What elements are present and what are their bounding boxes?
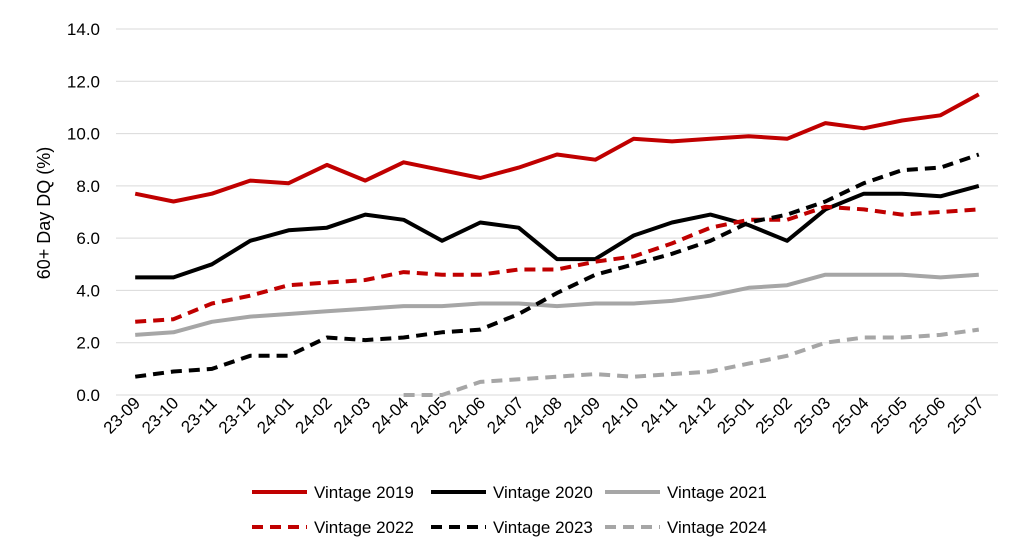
y-tick-label: 6.0 [76, 229, 100, 248]
legend-label: Vintage 2023 [493, 518, 593, 537]
x-tick-label: 24-06 [445, 393, 489, 437]
x-tick-label: 23-12 [215, 393, 259, 437]
x-tick-label: 24-04 [368, 393, 412, 437]
x-tick-label: 25-06 [905, 393, 949, 437]
y-tick-label: 10.0 [67, 125, 100, 144]
x-tick-label: 24-03 [330, 393, 374, 437]
series-line-vintage-2024 [403, 327, 980, 397]
x-tick-label: 24-09 [560, 393, 604, 437]
legend-label: Vintage 2021 [667, 483, 767, 502]
x-tick-label: 24-02 [292, 393, 336, 437]
x-tick-label: 25-01 [713, 393, 757, 437]
x-tick-label: 24-07 [483, 393, 527, 437]
y-tick-label: 14.0 [67, 20, 100, 39]
y-tick-label: 12.0 [67, 72, 100, 91]
x-tick-label: 23-09 [100, 393, 144, 437]
legend-label: Vintage 2024 [667, 518, 767, 537]
y-tick-label: 8.0 [76, 177, 100, 196]
x-tick-label: 25-02 [752, 393, 796, 437]
x-tick-label: 24-05 [407, 393, 451, 437]
x-tick-label: 25-03 [790, 393, 834, 437]
x-tick-label: 24-12 [675, 393, 719, 437]
x-tick-label: 23-10 [138, 393, 182, 437]
x-tick-label: 23-11 [177, 393, 220, 436]
y-axis-label: 60+ Day DQ (%) [34, 147, 54, 280]
x-tick-label: 24-08 [522, 393, 566, 437]
x-tick-label: 25-04 [828, 393, 872, 437]
y-axis-ticks: 0.0 2.0 4.0 6.0 8.0 10.0 12.0 14.0 [67, 20, 100, 405]
x-tick-label: 25-05 [867, 393, 911, 437]
x-axis-ticks: 23-0923-1023-1123-1224-0124-0224-0324-04… [100, 393, 988, 437]
y-tick-label: 4.0 [76, 281, 100, 300]
series-line-vintage-2020 [135, 183, 980, 280]
x-tick-label: 25-07 [943, 393, 987, 437]
gridlines [116, 28, 998, 396]
legend: Vintage 2019 Vintage 2020 Vintage 2021 Vint… [252, 483, 767, 537]
series-line-vintage-2019 [134, 92, 980, 204]
series-line-vintage-2021 [135, 272, 979, 337]
y-tick-label: 2.0 [76, 334, 100, 353]
y-tick-label: 0.0 [76, 386, 100, 405]
x-tick-label: 24-10 [598, 393, 642, 437]
legend-label: Vintage 2020 [493, 483, 593, 502]
x-tick-label: 24-11 [638, 393, 681, 436]
x-tick-label: 24-01 [253, 393, 297, 437]
legend-label: Vintage 2022 [314, 518, 414, 537]
series-line-vintage-2023 [134, 152, 980, 379]
series-line-vintage-2022 [135, 204, 979, 324]
series-lines [134, 92, 980, 397]
legend-label: Vintage 2019 [314, 483, 414, 502]
